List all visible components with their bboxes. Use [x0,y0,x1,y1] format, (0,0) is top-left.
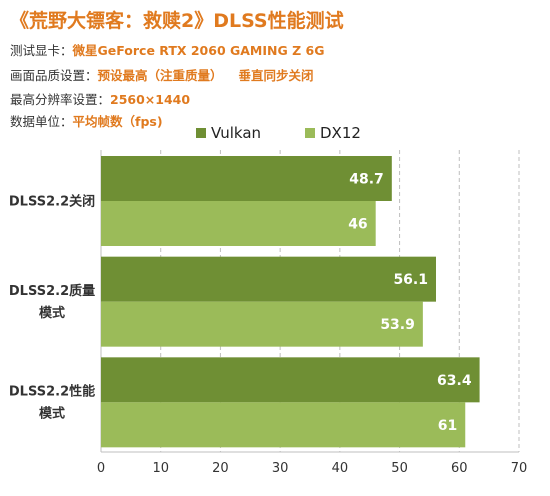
data-label: 48.7 [349,172,384,188]
bar-dx12 [101,402,466,448]
x-tick-label: 30 [272,461,289,476]
info-extra: 垂直同步关闭 [238,68,314,83]
info-key: 数据单位： [10,114,73,129]
info-line-resolution: 最高分辨率设置：2560×1440 [10,89,190,108]
info-key: 最高分辨率设置： [10,92,111,107]
category-label: DLSS2.2性能 [9,384,95,400]
data-label: 46 [348,217,367,233]
bar-vulkan [101,156,392,201]
x-tick-label: 40 [332,461,349,476]
x-tick-label: 50 [391,461,408,476]
info-value: 预设最高（注重质量） [97,68,223,83]
info-key: 测试显卡： [10,43,73,58]
info-line-quality: 画面品质设置：预设最高（注重质量） 垂直同步关闭 [10,65,314,84]
x-tick-label: 10 [152,461,169,476]
x-tick-label: 70 [511,461,528,476]
info-value: 微星GeForce RTX 2060 GAMING Z 6G [72,43,325,58]
info-value: 平均帧数（fps) [72,114,163,129]
bar-dx12 [101,301,423,347]
x-tick-label: 20 [212,461,229,476]
bar-vulkan [101,357,480,403]
x-tick-label: 60 [451,461,468,476]
data-label: 63.4 [437,373,472,389]
legend-label-0: Vulkan [211,124,261,142]
info-line-unit: 数据单位：平均帧数（fps) [10,111,163,130]
info-line-gpu: 测试显卡：微星GeForce RTX 2060 GAMING Z 6G [10,40,324,59]
legend-swatch-0 [196,128,206,138]
category-label: DLSS2.2关闭 [9,193,95,209]
data-label: 56.1 [393,272,428,288]
data-label: 53.9 [380,317,415,333]
chart-title: 《荒野大镖客：救赎2》DLSS性能测试 [10,10,344,32]
category-label: DLSS2.2质量 [9,283,95,299]
info-key: 画面品质设置： [10,68,98,83]
legend-swatch-1 [305,128,315,138]
category-label: 模式 [39,305,65,321]
x-tick-label: 0 [97,461,105,476]
info-value: 2560×1440 [110,92,191,107]
category-label: 模式 [39,406,65,422]
bar-vulkan [101,256,436,302]
data-label: 61 [438,418,457,434]
legend-label-1: DX12 [320,124,361,142]
bar-dx12 [101,201,376,246]
